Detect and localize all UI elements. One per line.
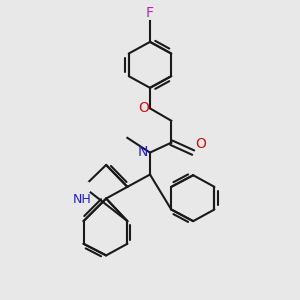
Text: NH: NH (72, 193, 91, 206)
Text: O: O (138, 101, 149, 116)
Text: F: F (146, 6, 154, 20)
Text: O: O (195, 137, 206, 151)
Text: N: N (138, 145, 148, 159)
